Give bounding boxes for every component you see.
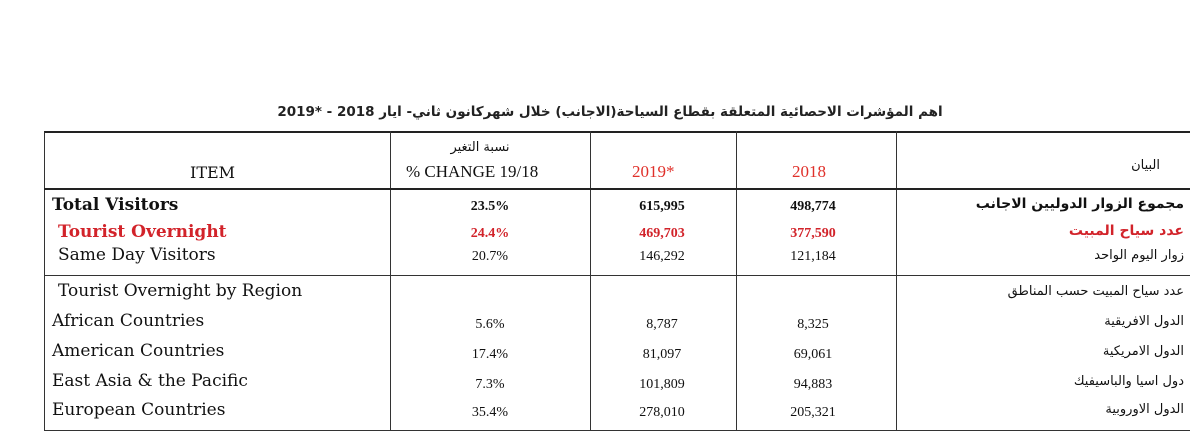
- region-row-label-arabic: الدول الامريكية: [1102, 344, 1184, 359]
- region-row-label: European Countries: [52, 400, 226, 420]
- region-row-2019: 278,010: [639, 405, 685, 420]
- region-row-2019: 8,787: [646, 317, 678, 332]
- row-2019: 146,292: [639, 249, 685, 264]
- region-row-2018: 69,061: [793, 347, 833, 362]
- header-2019: 2019*: [632, 162, 675, 181]
- region-row-change: 17.4%: [471, 347, 509, 362]
- row-label-arabic: زوار اليوم الواحد: [1094, 248, 1184, 263]
- table-title: اهم المؤشرات الاحصائية المتعلقة بقطاع ال…: [277, 104, 943, 120]
- region-row-label-arabic: الدول الاوروبية: [1105, 402, 1184, 417]
- region-row-label: East Asia & the Pacific: [52, 371, 248, 391]
- region-row-label: American Countries: [52, 341, 225, 361]
- indicators-table: [44, 131, 1190, 431]
- header-2018: 2018: [792, 162, 826, 181]
- row-label: Total Visitors: [52, 195, 179, 215]
- header-item: ITEM: [190, 163, 236, 182]
- region-row-2018: 8,325: [797, 317, 829, 332]
- header-change: % CHANGE 19/18: [406, 162, 539, 181]
- row-change: 23.5%: [470, 199, 510, 214]
- row-2019: 615,995: [639, 199, 685, 214]
- column-divider: [736, 131, 737, 431]
- row-change: 24.4%: [470, 226, 510, 241]
- region-row-label-arabic: الدول الافريقية: [1104, 314, 1184, 329]
- region-row-change: 7.3%: [475, 377, 505, 392]
- section-divider: [44, 275, 1190, 276]
- column-divider: [390, 131, 391, 431]
- row-label-arabic: مجموع الزوار الدوليين الاجانب: [975, 196, 1184, 212]
- region-row-change: 5.6%: [475, 317, 505, 332]
- header-change-arabic: نسبة التغير: [450, 140, 510, 155]
- row-2018: 121,184: [790, 249, 836, 264]
- row-2018: 377,590: [790, 226, 836, 241]
- row-label: Tourist Overnight: [58, 222, 227, 242]
- region-row-2019: 81,097: [642, 347, 682, 362]
- header-statement-arabic: البيان: [1131, 158, 1160, 173]
- column-divider: [590, 131, 591, 431]
- row-label-arabic: عدد سياح المبيت: [1068, 223, 1184, 239]
- region-row-2018: 205,321: [790, 405, 836, 420]
- region-row-change: 35.4%: [471, 405, 509, 420]
- row-change: 20.7%: [471, 249, 509, 264]
- column-divider: [896, 131, 897, 431]
- region-row-label-arabic: دول اسيا والباسيفيك: [1073, 374, 1184, 389]
- row-label: Same Day Visitors: [58, 245, 216, 265]
- region-row-2019: 101,809: [639, 377, 685, 392]
- section-label-arabic: عدد سياح المبيت حسب المناطق: [1007, 284, 1184, 299]
- region-row-label: African Countries: [52, 311, 205, 331]
- row-2019: 469,703: [639, 226, 685, 241]
- region-row-2018: 94,883: [793, 377, 833, 392]
- row-2018: 498,774: [790, 199, 836, 214]
- header-divider: [44, 188, 1190, 190]
- section-label: Tourist Overnight by Region: [58, 281, 303, 301]
